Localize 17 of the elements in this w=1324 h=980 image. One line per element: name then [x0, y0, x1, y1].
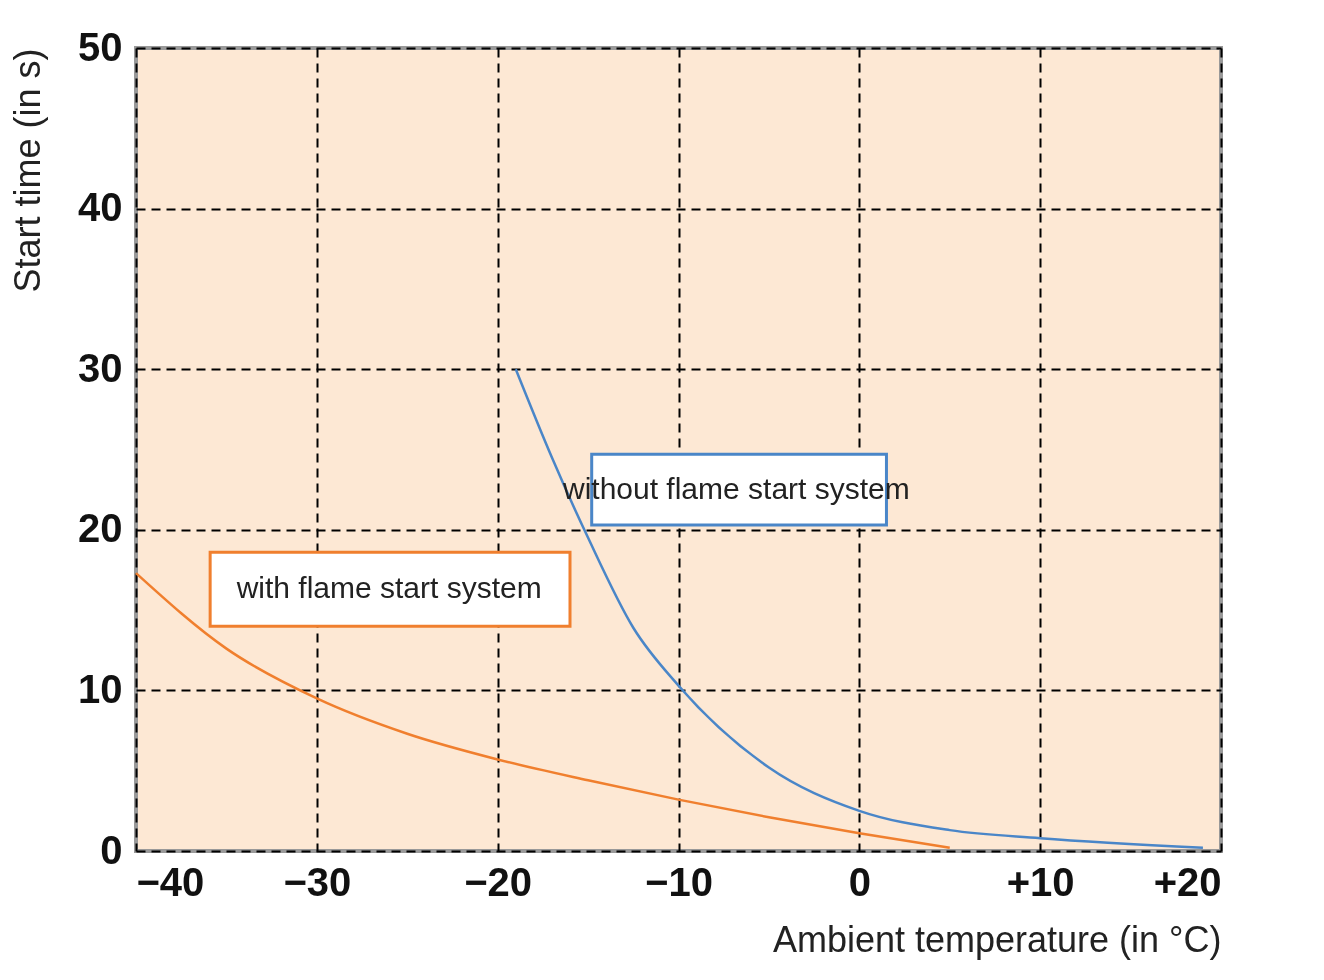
y-tick-label: 20: [78, 506, 123, 551]
y-axis-title: Start time (in s): [7, 48, 49, 293]
x-axis-title: Ambient temperature (in °C): [772, 918, 1222, 960]
line-series: [134, 571, 951, 850]
series-label: with flame start system: [235, 571, 542, 605]
x-tick-label: −10: [645, 859, 713, 904]
y-tick-label: 30: [78, 345, 123, 390]
x-tick-label: −30: [283, 859, 352, 904]
y-tick-label: 0: [100, 827, 123, 872]
x-tick-label: 0: [848, 859, 871, 904]
x-tick-label: −20: [464, 859, 533, 904]
x-tick-label: −40: [136, 859, 205, 904]
x-tick-label: +20: [1153, 859, 1222, 904]
x-tick-label: +10: [1006, 859, 1075, 904]
y-tick-label: 10: [78, 666, 123, 711]
y-tick-label: 40: [78, 185, 123, 230]
y-tick-label: 50: [78, 24, 123, 69]
